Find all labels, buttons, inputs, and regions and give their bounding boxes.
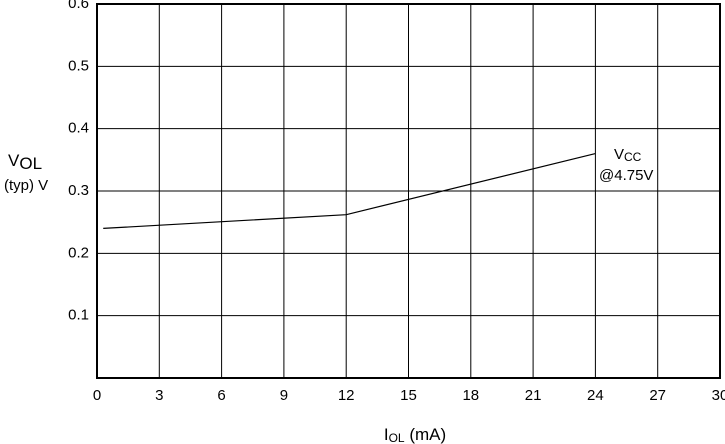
x-label-sub: OL (389, 431, 405, 444)
annotation-main: V (614, 146, 624, 163)
annotation-sub: CC (624, 150, 642, 164)
x-tick-label: 30 (712, 387, 725, 404)
plot-frame (96, 3, 721, 379)
line (103, 153, 596, 229)
x-label-main: I (384, 425, 389, 444)
y-label-sub: OL (19, 154, 42, 173)
y-axis-label: VOL (8, 151, 42, 173)
x-tick-label: 18 (462, 387, 479, 404)
y-tick-label: 0.6 (68, 0, 89, 12)
x-tick-label: 0 (93, 387, 101, 404)
x-label-rest: (mA) (405, 425, 447, 444)
y-tick-label: 0.3 (68, 182, 89, 199)
y-axis-label-line2: (typ) V (4, 177, 48, 194)
x-tick-label: 6 (217, 387, 225, 404)
annotation-line2: @4.75V (599, 167, 653, 184)
annotation: VCC (614, 146, 642, 164)
x-tick-label: 27 (649, 387, 666, 404)
y-label-main: V (8, 151, 20, 170)
x-tick-label: 15 (400, 387, 417, 404)
x-tick-label: 3 (155, 387, 163, 404)
y-tick-label: 0.5 (68, 57, 89, 74)
y-tick-label: 0.4 (68, 120, 89, 137)
x-axis-label: IOL (mA) (384, 425, 446, 444)
x-tick-label: 21 (525, 387, 542, 404)
x-tick-label: 9 (280, 387, 288, 404)
x-tick-label: 12 (338, 387, 355, 404)
y-tick-label: 0.1 (68, 307, 89, 324)
x-tick-label: 24 (587, 387, 604, 404)
y-tick-label: 0.2 (68, 244, 89, 261)
